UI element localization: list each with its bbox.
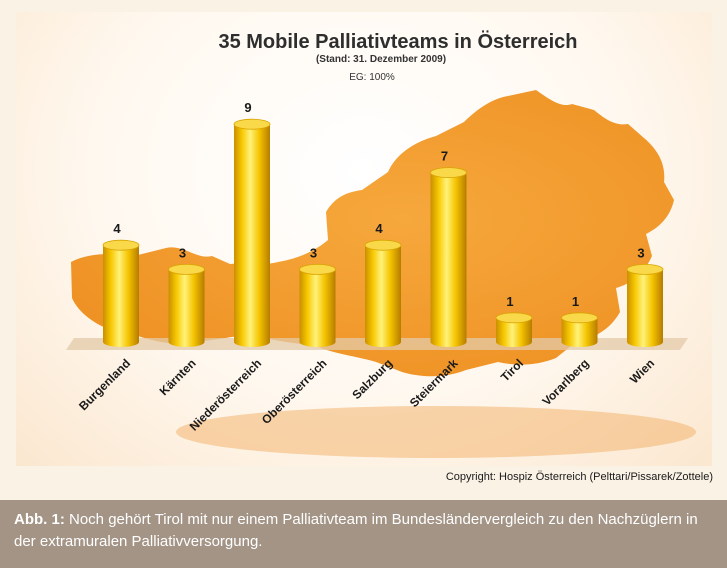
bar-oberösterreich (299, 263, 336, 347)
value-label: 3 (310, 245, 317, 260)
caption-label: Abb. 1: (14, 511, 65, 528)
chart-title: 35 Mobile Palliativteams in Österreich (218, 30, 577, 53)
bar-body (168, 269, 205, 347)
value-label: 4 (113, 221, 121, 236)
category-label: Burgenland (76, 356, 133, 413)
value-label: 1 (572, 294, 579, 309)
bar-niederösterreich (233, 118, 271, 347)
value-label: 4 (375, 221, 383, 236)
bar-tirol (495, 312, 533, 347)
map-shadow (176, 406, 696, 458)
bar-burgenland (102, 239, 140, 347)
figure-caption: Abb. 1: Noch gehört Tirol mit nur einem … (0, 500, 727, 568)
category-label: Vorarlberg (539, 356, 591, 408)
chart-annotation: EG: 100% (349, 72, 395, 83)
bar-body (365, 245, 401, 347)
value-label: 7 (441, 149, 448, 164)
bar-body (430, 172, 467, 347)
bar-salzburg (364, 239, 402, 347)
value-label: 3 (637, 245, 644, 260)
bar-vorarlberg (561, 312, 598, 347)
chart-panel: 4 Burgenland 3 Kärnten 9 Niederösterreich 3 Obe… (16, 12, 712, 466)
bar-steiermark (430, 167, 467, 347)
copyright-text: Copyright: Hospiz Österreich (Pelttari/P… (445, 471, 713, 483)
bar-body (103, 245, 139, 347)
bar-top (102, 239, 140, 251)
bar-top (495, 312, 533, 324)
value-label: 1 (506, 294, 513, 309)
bar-body (299, 269, 336, 347)
bar-top (299, 263, 336, 275)
value-label: 3 (179, 245, 186, 260)
bar-body (234, 124, 270, 347)
category-label: Salzburg (349, 356, 395, 402)
bar-top (561, 312, 598, 324)
chart-subtitle: (Stand: 31. Dezember 2009) (316, 54, 446, 65)
bar-body (496, 317, 532, 347)
bar-chart: 4Burgenland3Kärnten9Niederösterreich3Obe… (66, 30, 696, 458)
value-label: 9 (244, 100, 251, 115)
bar-body (561, 317, 598, 347)
bar-top (168, 263, 205, 275)
category-label: Kärnten (157, 356, 199, 398)
bar-body (627, 269, 663, 347)
bar-top (626, 263, 664, 275)
austria-map-silhouette (71, 90, 674, 377)
bar-top (233, 118, 271, 130)
caption-text: Noch gehört Tirol mit nur einem Palliati… (14, 511, 698, 550)
bar-top (364, 239, 402, 251)
bar-wien (626, 263, 664, 347)
category-label: Wien (627, 356, 657, 386)
bar-kärnten (168, 263, 205, 347)
bar-top (430, 167, 467, 179)
